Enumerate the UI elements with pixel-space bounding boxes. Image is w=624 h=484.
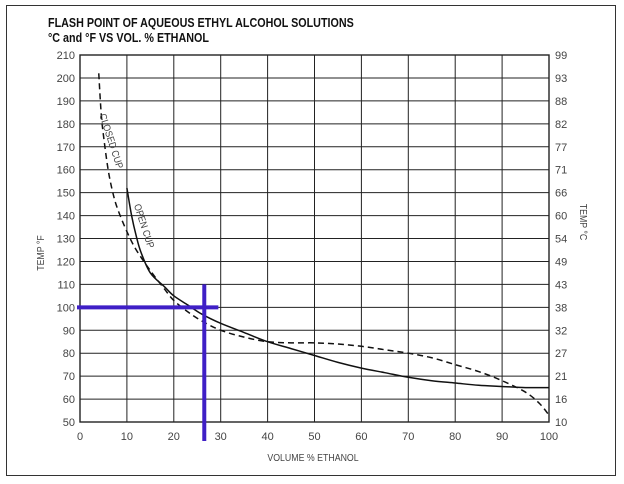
x-tick-label: 90 [496,431,508,443]
y-tick-label-right: 16 [555,394,567,406]
y-tick-label-right: 38 [555,302,567,314]
y-tick-label-left: 70 [63,371,75,383]
x-tick-label: 40 [261,431,273,443]
highlight-group [77,284,219,441]
x-tick-label: 20 [168,431,180,443]
y-tick-label-right: 54 [555,234,567,246]
y-tick-label-right: 27 [555,348,567,360]
chart-title: FLASH POINT OF AQUEOUS ETHYL ALCOHOL SOL… [48,16,354,30]
y-tick-label-right: 93 [555,73,567,85]
y-tick-label-right: 10 [555,417,567,429]
x-tick-label: 10 [121,431,133,443]
x-tick-label: 100 [540,431,558,443]
y-tick-label-left: 190 [57,96,75,108]
y-tick-label-left: 50 [63,417,75,429]
x-axis: 0 10 20 30 40 50 60 70 80 90 100 [77,431,558,443]
y-tick-label-right: 21 [555,371,567,383]
y-tick-label-left: 90 [63,325,75,337]
y-tick-label-left: 180 [57,119,75,131]
y-tick-label-right: 88 [555,96,567,108]
y-tick-label-left: 80 [63,348,75,360]
x-tick-label: 80 [449,431,461,443]
y-tick-label-right: 66 [555,188,567,200]
y-tick-label-right: 43 [555,279,567,291]
series-line-open-cup [126,187,550,389]
x-tick-label: 50 [308,431,320,443]
y-tick-label-left: 100 [57,302,75,314]
y-tick-label-left: 60 [63,394,75,406]
y-axis-left: 50 60 70 80 90 100 110 120 130 140 150 160 170 180 190… [57,50,75,429]
annotation-label: OPEN CUP [132,202,157,249]
y-tick-label-right: 99 [555,50,567,62]
y-tick-label-right: 71 [555,165,567,177]
x-tick-label: 70 [402,431,414,443]
y-tick-label-left: 130 [57,234,75,246]
x-tick-label: 0 [77,431,83,443]
y-tick-label-left: 120 [57,256,75,268]
y-tick-label-left: 150 [57,188,75,200]
y-tick-label-left: 160 [57,165,75,177]
x-tick-label: 30 [215,431,227,443]
y-tick-label-left: 200 [57,73,75,85]
y-axis-label-right: TEMP °C [578,204,590,241]
chart-subtitle: °C and °F VS VOL. % ETHANOL [48,31,209,45]
y-tick-label-right: 60 [555,211,567,223]
series-line-closed-cup [98,73,550,416]
y-tick-label-left: 110 [57,279,75,291]
annotation-label: CLOSED CUP [97,112,126,170]
y-tick-label-left: 140 [57,211,75,223]
y-tick-label-right: 77 [555,142,567,154]
y-tick-label-right: 32 [555,325,567,337]
x-tick-label: 60 [355,431,367,443]
chart-frame [6,5,616,476]
y-tick-label-left: 210 [57,50,75,62]
y-axis-right: 10 16 21 27 32 38 43 49 54 60 66 71 77 82 88 93 99 [555,50,567,429]
y-tick-label-left: 170 [57,142,75,154]
series-group [98,73,550,416]
y-axis-label-left: TEMP °F [34,235,46,271]
y-tick-label-right: 49 [555,256,567,268]
x-axis-label: VOLUME % ETHANOL [267,451,358,463]
y-tick-label-right: 82 [555,119,567,131]
